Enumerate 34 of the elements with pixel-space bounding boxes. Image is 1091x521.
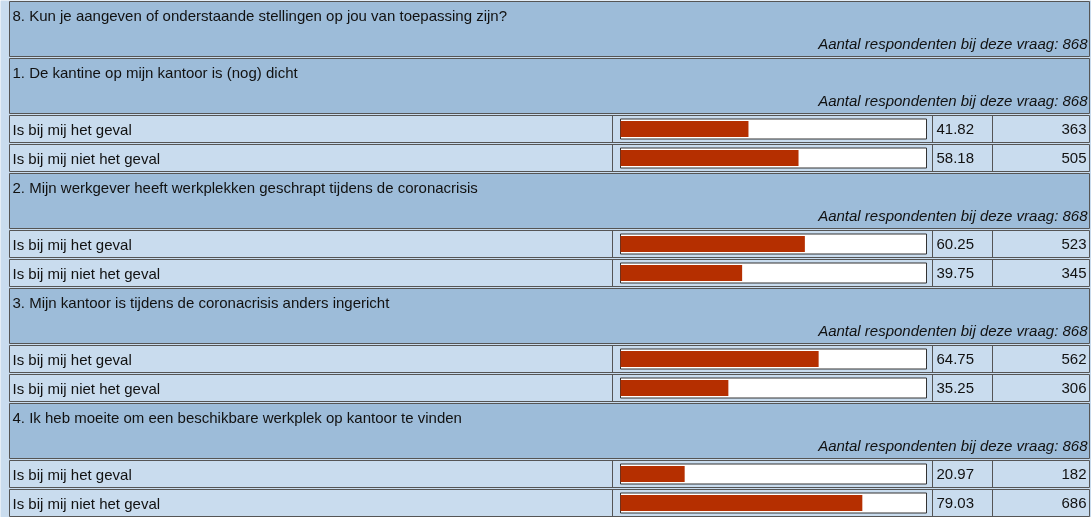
text: 363 [1061, 120, 1087, 137]
y-tick-label: Is bij mij niet het geval [12, 264, 161, 282]
annotation: Aantal respondenten bij deze vraag: 868 [817, 92, 1089, 109]
data-label: 64.75 [936, 350, 975, 367]
text: 1. De kantine op mijn kantoor is (nog) dicht [12, 64, 299, 81]
text: 345 [1061, 264, 1087, 281]
y-tick-label: Is bij mij niet het geval [12, 379, 161, 397]
annotation: Aantal respondenten bij deze vraag: 868 [817, 437, 1089, 454]
data-label: 79.03 [936, 494, 975, 511]
data-label: 41.82 [936, 120, 975, 137]
text: 4. Ik heb moeite om een beschikbare werkplek op kantoor te vinden [12, 409, 462, 426]
y-tick-label: Is bij mij het geval [12, 120, 132, 138]
text: 562 [1061, 350, 1087, 367]
text: 182 [1061, 465, 1087, 482]
data-label: 35.25 [936, 379, 975, 396]
data-label: 20.97 [936, 465, 975, 482]
y-tick-label: Is bij mij het geval [12, 235, 132, 253]
y-tick-label: Is bij mij het geval [12, 465, 132, 483]
text: 523 [1061, 235, 1087, 252]
y-tick-label: Is bij mij het geval [12, 350, 132, 368]
y-tick-label: Is bij mij niet het geval [12, 494, 161, 512]
text: 306 [1061, 379, 1087, 396]
data-label: 60.25 [936, 235, 975, 252]
annotation: Aantal respondenten bij deze vraag: 868 [817, 322, 1089, 339]
y-tick-label: Is bij mij niet het geval [12, 149, 161, 167]
text: 2. Mijn werkgever heeft werkplekken geschrapt tijdens de coronacrisis [12, 179, 478, 196]
data-label: 39.75 [936, 264, 975, 281]
text: 505 [1061, 149, 1087, 166]
text: 686 [1061, 494, 1087, 511]
chart-subtitle: Aantal respondenten bij deze vraag: 868 [817, 35, 1089, 52]
text: 8. Kun je aangeven of onderstaande stellingen op jou van toepassing zijn? [12, 7, 508, 24]
data-label: 58.18 [936, 149, 975, 166]
text: 3. Mijn kantoor is tijdens de coronacrisis anders ingericht [12, 294, 391, 311]
annotation: Aantal respondenten bij deze vraag: 868 [817, 207, 1089, 224]
